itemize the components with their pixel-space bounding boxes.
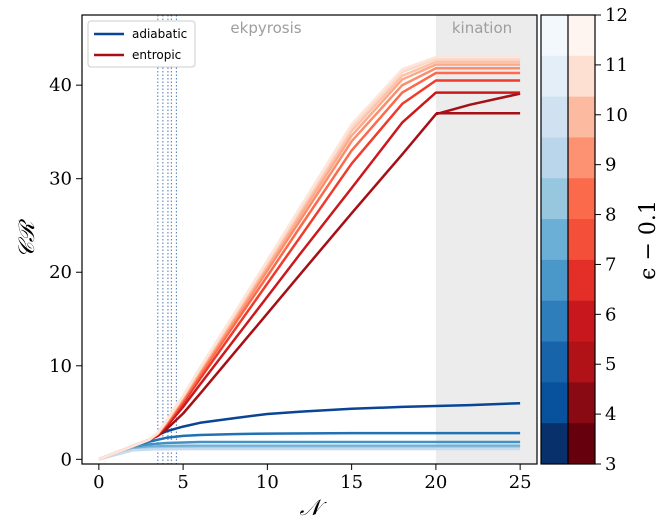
colorbar-blue-segment: [541, 382, 568, 424]
colorbar-red-segment: [568, 178, 595, 220]
series-line-adiabatic-2: [98, 440, 521, 461]
legend-label-entropic: entropic: [132, 48, 181, 62]
colorbar-red-segment: [568, 15, 595, 57]
colorbar-blue-segment: [541, 219, 568, 261]
region-label-ekpyrosis: ekpyrosis: [230, 19, 301, 37]
colorbar-red-segment: [568, 382, 595, 424]
kination-shade: [435, 15, 537, 464]
colorbar-tick-label: 7: [605, 254, 616, 275]
series-line-adiabatic-5: [98, 447, 521, 461]
colorbar-blue-segment: [541, 55, 568, 98]
colorbar-red-segment: [568, 96, 595, 138]
colorbar-red-segment: [568, 219, 595, 261]
region-label-kination: kination: [452, 19, 512, 37]
colorbar-label: ϵ − 0.1: [636, 200, 661, 280]
colorbar-tick-label: 3: [605, 454, 616, 475]
colorbar-tick-label: 12: [605, 5, 628, 26]
x-tick-label: 5: [177, 472, 188, 493]
x-tick-label: 15: [340, 472, 363, 493]
legend-label-adiabatic: adiabatic: [132, 27, 187, 41]
colorbar-tick-label: 5: [605, 354, 616, 375]
colorbar-blue-segment: [541, 259, 568, 302]
x-tick-label: 25: [509, 472, 532, 493]
y-axis-label: 𝒞ℛ: [15, 218, 40, 258]
x-tick-label: 10: [256, 472, 279, 493]
colorbar-blue-segment: [541, 341, 568, 383]
colorbar-red-segment: [568, 55, 595, 98]
colorbar-red-segment: [568, 423, 595, 465]
colorbar-tick-label: 4: [605, 404, 616, 425]
colorbar-blue-segment: [541, 137, 568, 179]
vertical-dotted-lines: [157, 15, 177, 464]
y-tick-label: 40: [49, 75, 72, 96]
y-tick-label: 20: [49, 262, 72, 283]
colorbar: 3 4 5 6 7 8 9 10 11 12: [540, 5, 628, 475]
y-tick-label: 30: [49, 169, 72, 190]
x-axis-label: 𝒩: [299, 496, 327, 521]
y-tick-label: 0: [61, 449, 72, 470]
plot-frame: [81, 14, 538, 465]
series-line-adiabatic-1: [98, 431, 521, 461]
colorbar-tick-label: 11: [605, 55, 628, 76]
colorbar-red-segment: [568, 259, 595, 302]
colorbar-blue-segment: [541, 15, 568, 57]
colorbar-red-segment: [568, 341, 595, 383]
colorbar-blue-segment: [541, 300, 568, 343]
colorbar-tick-label: 9: [605, 155, 616, 176]
colorbar-red-segment: [568, 137, 595, 179]
y-axis-ticks: 0 10 20 30 40: [49, 75, 82, 470]
series-layer: [98, 55, 521, 461]
colorbar-tick-label: 6: [605, 304, 616, 325]
colorbar-blue-segment: [541, 178, 568, 220]
x-tick-label: 20: [424, 472, 447, 493]
x-axis-ticks: 0 5 10 15 20 25: [93, 464, 532, 493]
colorbar-tick-label: 10: [605, 105, 628, 126]
colorbar-blue-segment: [541, 423, 568, 465]
colorbar-tick-label: 8: [605, 205, 616, 226]
legend: adiabatic entropic: [87, 20, 196, 68]
y-tick-label: 10: [49, 356, 72, 377]
colorbar-red-segment: [568, 300, 595, 343]
kination-region: [435, 15, 537, 464]
series-line-entropic-15: [98, 55, 521, 461]
colorbar-blue-segment: [541, 96, 568, 138]
x-tick-label: 0: [93, 472, 104, 493]
